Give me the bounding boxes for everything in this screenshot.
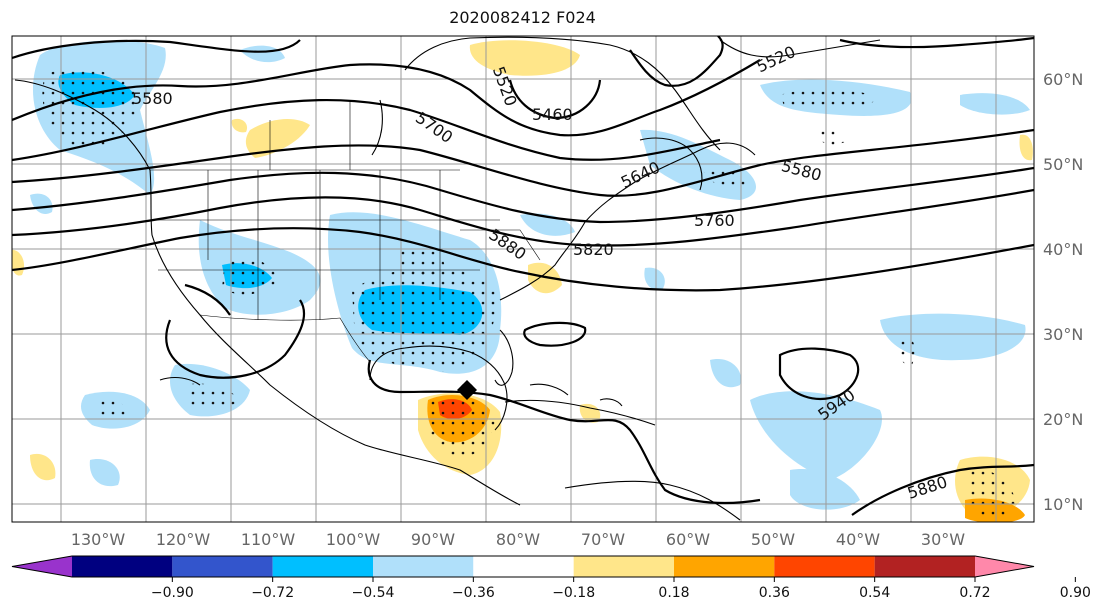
colorbar-extend-low (12, 556, 72, 577)
contour-label: 5580 (132, 89, 173, 108)
lon-label: 90°W (411, 530, 455, 549)
colorbar-tick-label: −0.18 (552, 585, 595, 601)
lat-label: 10°N (1043, 495, 1083, 514)
lon-label: 110°W (241, 530, 296, 549)
map-frame (11, 35, 1035, 523)
contour-label: 5460 (532, 105, 573, 124)
colorbar-swatch (373, 556, 474, 577)
lon-label: 30°W (921, 530, 965, 549)
map-title: 2020082412 F024 (449, 8, 596, 27)
lon-label: 80°W (496, 530, 540, 549)
colorbar-swatch (72, 556, 173, 577)
height-contours (12, 36, 1034, 516)
lon-label: 120°W (156, 530, 211, 549)
lat-label: 60°N (1043, 70, 1083, 89)
lon-label: 130°W (71, 530, 126, 549)
political-borders (150, 100, 541, 363)
contour-label: 5820 (573, 240, 614, 259)
colorbar-tick-label: 0.72 (959, 585, 990, 601)
latitude-labels: 60°N 50°N 40°N 30°N 20°N 10°N (1043, 70, 1083, 514)
colorbar-tick-label: −0.54 (352, 585, 395, 601)
colorbar-tick-label: 0.36 (759, 585, 790, 601)
lat-label: 40°N (1043, 240, 1083, 259)
lat-label: 30°N (1043, 325, 1083, 344)
lon-label: 40°W (836, 530, 880, 549)
lon-label: 70°W (581, 530, 625, 549)
colorbar-outline (11, 555, 1035, 578)
lat-label: 20°N (1043, 410, 1083, 429)
colorbar-tick-label: 0.18 (658, 585, 689, 601)
colorbar-swatch (573, 556, 674, 577)
contour-label: 5760 (694, 211, 735, 230)
colorbar-tick-label: 0.90 (1060, 585, 1091, 601)
longitude-labels: 130°W 120°W 110°W 100°W 90°W 80°W 70°W 6… (71, 530, 965, 549)
colorbar-swatch (272, 556, 373, 577)
lat-label: 50°N (1043, 155, 1083, 174)
colorbar-swatch (172, 556, 273, 577)
colorbar-tick-label: −0.90 (151, 585, 194, 601)
colorbar: −0.90 −0.72 −0.54 −0.36 −0.18 0.18 0.36 0.54 0.7… (11, 555, 1091, 601)
colorbar-swatch (674, 556, 775, 577)
colorbar-swatch (473, 556, 574, 577)
storm-position-marker (457, 380, 477, 400)
lon-label: 60°W (666, 530, 710, 549)
lon-label: 100°W (326, 530, 381, 549)
colorbar-tick-label: 0.54 (859, 585, 890, 601)
colorbar-tick-label: −0.72 (251, 585, 294, 601)
map-gridlines (12, 36, 1034, 522)
colorbar-extend-high (975, 556, 1034, 577)
colorbar-tick-label: −0.36 (452, 585, 495, 601)
colorbar-swatch (774, 556, 875, 577)
lon-label: 50°W (751, 530, 795, 549)
colorbar-swatch (874, 556, 975, 577)
